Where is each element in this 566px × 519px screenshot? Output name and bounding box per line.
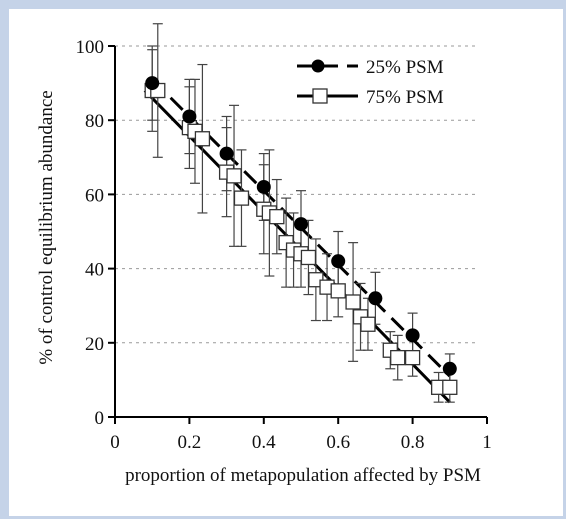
point-s0-7	[405, 328, 420, 343]
ticks: 0 20 40 60 80 100 0 0.2 0.4 0.6 0.8 1	[76, 37, 492, 453]
y-tick-label-2: 40	[85, 260, 104, 281]
x-tick-label-5: 1	[482, 432, 492, 453]
legend-marker-25-psm	[311, 59, 325, 73]
x-tick-label-2: 0.4	[252, 432, 276, 453]
x-tick-label-1: 0.2	[178, 432, 202, 453]
point-s1-10	[269, 209, 285, 225]
y-axis-title: % of control equilibrium abundance	[36, 90, 57, 364]
legend: 25% PSM 75% PSM	[297, 57, 444, 108]
axes	[114, 46, 487, 418]
point-s1-14	[300, 249, 317, 266]
point-s1-4	[194, 131, 211, 147]
point-s0-0	[145, 76, 160, 91]
legend-label-75-psm: 75% PSM	[366, 87, 444, 108]
point-s1-7	[233, 190, 250, 206]
y-tick-label-0: 0	[95, 408, 105, 429]
y-tick-label-1: 20	[85, 334, 104, 355]
point-s1-17	[330, 283, 346, 299]
point-s0-8	[442, 361, 457, 376]
point-s0-3	[256, 179, 271, 194]
point-s0-1	[182, 109, 197, 124]
legend-marker-75-psm	[312, 88, 328, 104]
point-s0-6	[368, 291, 383, 306]
x-tick-label-0: 0	[110, 432, 120, 453]
y-tick-label-4: 80	[85, 111, 104, 132]
point-s1-20	[360, 316, 376, 332]
legend-label-25-psm: 25% PSM	[366, 57, 444, 78]
x-tick-label-4: 0.8	[401, 432, 425, 453]
point-s0-2	[219, 146, 234, 161]
point-s1-6	[226, 168, 242, 184]
x-axis-title: proportion of metapopulation affected by…	[125, 465, 481, 486]
point-s0-4	[294, 217, 308, 232]
point-s1-23	[404, 349, 421, 366]
x-tick-label-3: 0.6	[326, 432, 350, 453]
error-bars	[147, 23, 455, 403]
point-s1-22	[390, 349, 406, 366]
point-s1-18	[345, 294, 361, 310]
point-s1-25	[442, 379, 458, 395]
point-s0-5	[331, 254, 346, 269]
y-tick-label-5: 100	[76, 37, 105, 58]
markers	[144, 76, 458, 395]
y-tick-label-3: 60	[85, 185, 104, 206]
